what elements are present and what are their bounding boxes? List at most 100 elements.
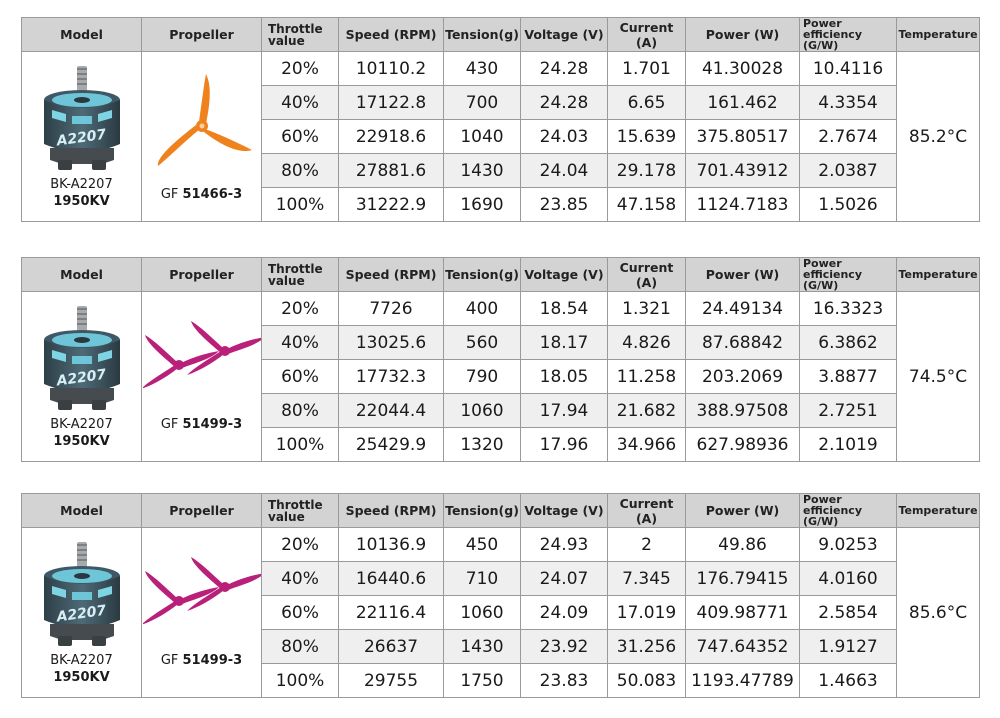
motor-kv: 1950KV [53, 669, 110, 685]
propeller-cell: GF 51499-3 [141, 527, 262, 698]
cell-efficiency: 9.0253 [799, 527, 897, 562]
cell-voltage: 24.28 [520, 85, 608, 120]
cell-voltage: 24.93 [520, 527, 608, 562]
cell-efficiency: 2.7674 [799, 119, 897, 154]
cell-current: 47.158 [607, 187, 686, 222]
header-model: Model [21, 17, 142, 52]
cell-throttle: 80% [261, 153, 339, 188]
table-row: 100% 31222.9 1690 23.85 47.158 1124.7183 1.502… [22, 187, 980, 222]
cell-power: 627.98936 [685, 427, 800, 462]
cell-voltage: 24.28 [520, 51, 608, 86]
header-efficiency: Power efficiency (G/W) [799, 493, 897, 528]
propeller-cell: GF 51499-3 [141, 291, 262, 462]
cell-power: 701.43912 [685, 153, 800, 188]
cell-power: 409.98771 [685, 595, 800, 630]
header-row: Model Propeller Throttle value Speed (RPM) T… [21, 493, 980, 528]
header-model: Model [21, 257, 142, 292]
cell-tension: 710 [443, 561, 521, 596]
cell-tension: 1750 [443, 663, 521, 698]
motor-image: A2207 [43, 305, 120, 410]
header-voltage: Voltage (V) [520, 493, 608, 528]
cell-voltage: 24.09 [520, 595, 608, 630]
cell-power: 1193.47789 [685, 663, 800, 698]
header-efficiency: Power efficiency (G/W) [799, 17, 897, 52]
cell-voltage: 18.17 [520, 325, 608, 360]
cell-speed: 13025.6 [338, 325, 444, 360]
test-table: Model Propeller Throttle value Speed (RPM) T… [21, 17, 980, 222]
cell-voltage: 23.83 [520, 663, 608, 698]
table-row: 80% 26637 1430 23.92 31.256 747.64352 1.9127 [22, 629, 980, 664]
cell-tension: 1060 [443, 595, 521, 630]
cell-current: 11.258 [607, 359, 686, 394]
cell-power: 24.49134 [685, 291, 800, 326]
cell-throttle: 20% [261, 291, 339, 326]
header-tension: Tension(g) [443, 17, 521, 52]
table-row: A2207 BK-A2207 1950KV GF 51466-3 20% 10110.… [21, 51, 980, 222]
cell-power: 49.86 [685, 527, 800, 562]
motor-kv: 1950KV [53, 193, 110, 209]
cell-current: 2 [607, 527, 686, 562]
table-row: 80% 27881.6 1430 24.04 29.178 701.43912 2.0387 [22, 153, 980, 188]
header-speed: Speed (RPM) [338, 257, 444, 292]
cell-current: 1.321 [607, 291, 686, 326]
cell-power: 388.97508 [685, 393, 800, 428]
cell-current: 1.701 [607, 51, 686, 86]
cell-speed: 10110.2 [338, 51, 444, 86]
header-current: Current (A) [607, 17, 686, 52]
cell-efficiency: 3.8877 [799, 359, 897, 394]
table-row: 100% 25429.9 1320 17.96 34.966 627.98936 2.101… [22, 427, 980, 462]
cell-current: 17.019 [607, 595, 686, 630]
cell-voltage: 17.94 [520, 393, 608, 428]
motor-name: BK-A2207 [50, 176, 113, 192]
test-table: Model Propeller Throttle value Speed (RPM) T… [21, 257, 980, 462]
cell-efficiency: 4.3354 [799, 85, 897, 120]
cell-speed: 7726 [338, 291, 444, 326]
cell-tension: 1430 [443, 629, 521, 664]
cell-tension: 1060 [443, 393, 521, 428]
cell-efficiency: 1.4663 [799, 663, 897, 698]
cell-current: 4.826 [607, 325, 686, 360]
cell-tension: 1320 [443, 427, 521, 462]
cell-power: 87.68842 [685, 325, 800, 360]
cell-efficiency: 4.0160 [799, 561, 897, 596]
header-tension: Tension(g) [443, 493, 521, 528]
cell-throttle: 60% [261, 359, 339, 394]
cell-speed: 22044.4 [338, 393, 444, 428]
cell-power: 176.79415 [685, 561, 800, 596]
cell-tension: 450 [443, 527, 521, 562]
prop-code: 51499-3 [182, 417, 243, 432]
cell-tension: 430 [443, 51, 521, 86]
header-model: Model [21, 493, 142, 528]
cell-voltage: 17.96 [520, 427, 608, 462]
cell-throttle: 20% [261, 51, 339, 86]
cell-current: 21.682 [607, 393, 686, 428]
temperature-value: 85.2°C [896, 51, 980, 222]
header-current: Current (A) [607, 257, 686, 292]
cell-voltage: 18.05 [520, 359, 608, 394]
prop-prefix: GF [160, 187, 179, 202]
propeller-image [142, 557, 261, 625]
cell-current: 50.083 [607, 663, 686, 698]
cell-power: 1124.7183 [685, 187, 800, 222]
header-current: Current (A) [607, 493, 686, 528]
cell-throttle: 40% [261, 325, 339, 360]
svg-text:A2207: A2207 [54, 602, 107, 625]
header-propeller: Propeller [141, 257, 262, 292]
cell-power: 375.80517 [685, 119, 800, 154]
header-propeller: Propeller [141, 493, 262, 528]
cell-throttle: 100% [261, 663, 339, 698]
model-cell: A2207 BK-A2207 1950KV [21, 527, 142, 698]
header-power: Power (W) [685, 493, 800, 528]
cell-throttle: 40% [261, 561, 339, 596]
header-throttle: Throttle value [261, 17, 339, 52]
propeller-cell: GF 51466-3 [141, 51, 262, 222]
header-temperature: Temperature [896, 17, 980, 52]
cell-current: 29.178 [607, 153, 686, 188]
header-throttle: Throttle value [261, 257, 339, 292]
cell-power: 161.462 [685, 85, 800, 120]
header-efficiency: Power efficiency (G/W) [799, 257, 897, 292]
cell-tension: 560 [443, 325, 521, 360]
cell-power: 747.64352 [685, 629, 800, 664]
cell-throttle: 80% [261, 629, 339, 664]
propeller-image [157, 74, 252, 166]
